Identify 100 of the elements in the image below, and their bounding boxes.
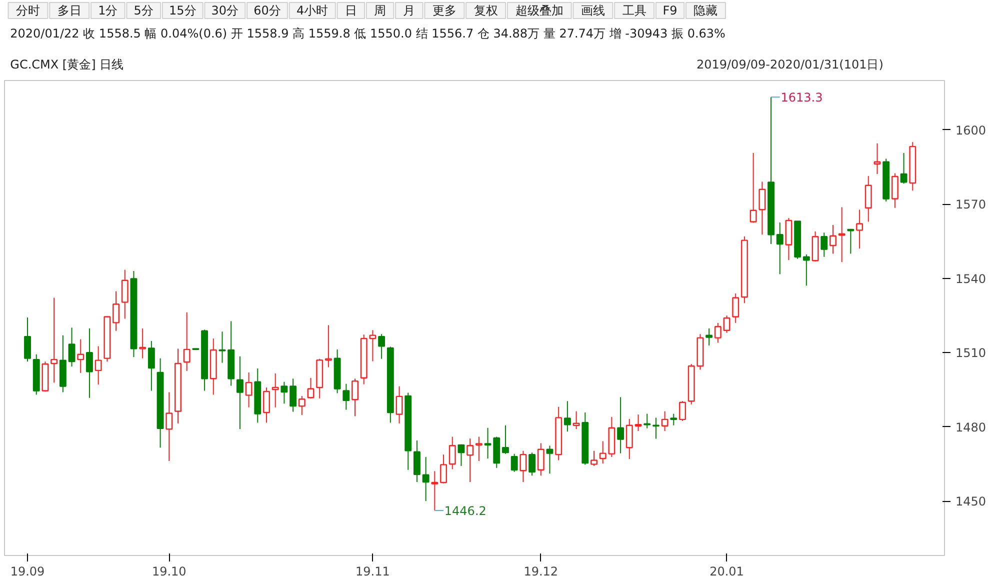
candlestick <box>520 450 527 483</box>
text: 30分 <box>211 4 239 18</box>
text: F9 <box>662 4 678 18</box>
y-tick-label: 1540 <box>956 272 986 286</box>
candlestick <box>86 328 93 398</box>
text: 15分 <box>168 4 196 18</box>
candlestick <box>24 317 31 362</box>
text: 画线 <box>580 4 605 18</box>
text: 60分 <box>254 4 281 18</box>
candlestick <box>139 328 146 359</box>
text: 多日 <box>57 4 82 18</box>
candlestick <box>634 414 642 432</box>
candlestick <box>448 436 456 470</box>
candlestick <box>856 209 864 249</box>
candlestick <box>298 395 306 416</box>
candlestick <box>112 290 120 332</box>
text: 2019/09/09-2020/01/31(101日) <box>696 58 884 72</box>
candlestick <box>864 175 872 222</box>
candlestick <box>652 417 660 440</box>
candlestick <box>307 377 314 399</box>
candlestick <box>732 293 740 324</box>
candlestick <box>324 324 332 368</box>
candlestick <box>830 224 836 254</box>
text: 分时 <box>16 4 40 18</box>
candlestick <box>378 334 386 360</box>
candlestick <box>68 327 76 367</box>
candlestick <box>750 152 757 224</box>
candlestick <box>148 340 155 392</box>
y-tick-label: 1510 <box>956 346 986 360</box>
candlestick <box>679 400 686 422</box>
candlestick <box>290 378 297 412</box>
candlestick <box>218 331 226 364</box>
candlestick <box>802 254 810 286</box>
candlestick <box>847 228 854 254</box>
candlestick <box>617 396 624 454</box>
candlestick <box>422 456 430 502</box>
text: 日 <box>344 4 357 18</box>
candlestick <box>776 222 784 275</box>
candlestick <box>510 453 518 472</box>
y-tick-label: 1450 <box>956 494 986 509</box>
candlestick <box>352 378 358 417</box>
candlestick <box>77 338 84 374</box>
chart-title: GC.CMX [黄金] 日线 <box>10 58 124 72</box>
candlestick <box>413 440 420 483</box>
x-tick-label: 20.01 <box>710 564 744 578</box>
candlestick <box>466 438 474 483</box>
y-tick-label: 1600 <box>956 123 986 138</box>
candlestick <box>369 330 376 362</box>
candlestick <box>272 372 279 408</box>
candlestick <box>396 386 403 424</box>
candlestick <box>572 410 580 430</box>
candlestick <box>820 232 828 258</box>
candlestick <box>670 413 678 426</box>
candlestick <box>166 392 173 462</box>
candlestick <box>475 436 482 462</box>
x-tick-label: 19.09 <box>10 564 45 578</box>
candlestick <box>50 297 58 384</box>
candlestick <box>440 454 447 484</box>
annotation: 1613.3 <box>780 90 823 105</box>
candlestick <box>245 372 252 408</box>
text: 更多 <box>432 4 456 18</box>
candlestick <box>714 322 722 344</box>
candlestick <box>706 328 713 346</box>
candlestick <box>183 312 190 372</box>
candlestick <box>900 152 908 184</box>
x-tick-label: 19.11 <box>356 564 390 578</box>
text: 5分 <box>134 4 154 18</box>
chart-subtitle: 2020/01/22 收 1558.5 幅 0.04%(0.6) 开 1558.9 高 1559.8 低 1550.0 结 1556.7 仓 34.88万 量 27.74万 增 -30943 振 0.63% <box>10 26 726 40</box>
candlestick <box>874 142 881 175</box>
text: 工具 <box>622 4 646 18</box>
candlestick <box>458 444 465 466</box>
candlestick <box>661 410 668 432</box>
y-tick-label: 1570 <box>956 198 986 212</box>
candlestick <box>537 442 544 476</box>
x-tick-label: 19.10 <box>152 564 186 578</box>
candlestick <box>236 356 244 430</box>
text: 超级叠加 <box>515 4 564 18</box>
y-tick-label: 1480 <box>956 420 986 434</box>
candlestick <box>590 450 598 466</box>
candlestick <box>891 172 898 208</box>
candlestick <box>564 400 571 432</box>
text: 隐藏 <box>694 4 718 18</box>
text: 1分 <box>98 4 118 18</box>
candlestick <box>342 383 350 410</box>
candlestick <box>546 445 554 474</box>
candlestick <box>94 346 102 386</box>
text: 复权 <box>474 4 498 18</box>
candlestick <box>502 424 509 454</box>
x-tick-label: 19.12 <box>524 564 558 578</box>
candlestick <box>431 470 438 511</box>
text: 周 <box>374 4 386 18</box>
text: 4小时 <box>296 4 328 18</box>
candlestick <box>121 269 128 320</box>
annotation: 1446.2 <box>444 504 486 518</box>
candlestick <box>528 452 536 476</box>
candlestick <box>263 387 270 424</box>
candlestick <box>280 381 288 404</box>
text: 月 <box>403 4 416 18</box>
candlestick <box>626 418 633 460</box>
candlestick <box>723 315 730 334</box>
